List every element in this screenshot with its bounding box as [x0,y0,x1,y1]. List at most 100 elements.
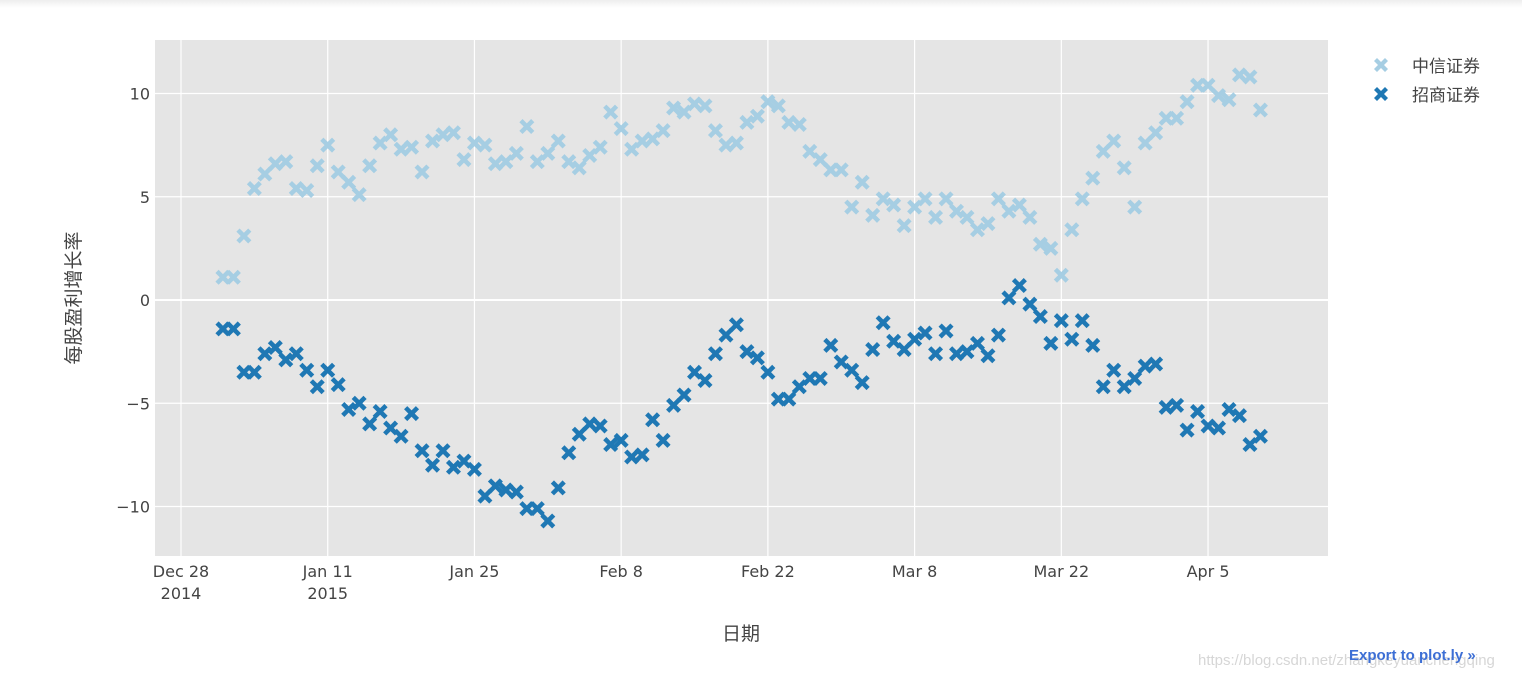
data-point-x-marker[interactable] [561,445,577,461]
data-point-x-marker[interactable] [1231,408,1247,424]
data-point-x-marker[interactable] [1127,370,1143,386]
data-point-x-marker[interactable] [225,269,241,285]
data-point-x-marker[interactable] [445,125,461,141]
data-point-x-marker[interactable] [1158,399,1174,415]
data-point-x-marker[interactable] [697,98,713,114]
data-point-x-marker[interactable] [1221,401,1237,417]
data-point-x-marker[interactable] [362,416,378,432]
data-point-x-marker[interactable] [1200,418,1216,434]
data-point-x-marker[interactable] [1169,397,1185,413]
data-point-x-marker[interactable] [309,379,325,395]
data-point-x-marker[interactable] [969,222,985,238]
data-point-x-marker[interactable] [1148,125,1164,141]
data-point-x-marker[interactable] [613,121,629,137]
data-point-x-marker[interactable] [781,114,797,130]
data-point-x-marker[interactable] [1127,199,1143,215]
data-point-x-marker[interactable] [728,135,744,151]
data-point-x-marker[interactable] [666,397,682,413]
data-point-x-marker[interactable] [1221,92,1237,108]
data-point-x-marker[interactable] [1064,331,1080,347]
data-point-x-marker[interactable] [571,426,587,442]
data-point-x-marker[interactable] [990,327,1006,343]
data-point-x-marker[interactable] [1032,236,1048,252]
data-point-x-marker[interactable] [687,96,703,112]
data-point-x-marker[interactable] [1032,309,1048,325]
data-point-x-marker[interactable] [435,127,451,143]
data-point-x-marker[interactable] [561,154,577,170]
data-point-x-marker[interactable] [435,443,451,459]
export-to-plotly-link[interactable]: Export to plot.ly » [1349,647,1476,664]
data-point-x-marker[interactable] [341,401,357,417]
data-point-x-marker[interactable] [1116,160,1132,176]
data-point-x-marker[interactable] [540,513,556,529]
data-point-x-marker[interactable] [414,443,430,459]
data-point-x-marker[interactable] [1043,240,1059,256]
data-point-x-marker[interactable] [1085,337,1101,353]
data-point-x-marker[interactable] [1043,335,1059,351]
data-point-x-marker[interactable] [393,141,409,157]
data-point-x-marker[interactable] [1169,110,1185,126]
data-point-x-marker[interactable] [718,327,734,343]
data-point-x-marker[interactable] [896,342,912,358]
data-point-x-marker[interactable] [739,344,755,360]
data-point-x-marker[interactable] [288,346,304,362]
data-point-x-marker[interactable] [236,228,252,244]
data-point-x-marker[interactable] [1074,313,1090,329]
data-point-x-marker[interactable] [1095,143,1111,159]
data-point-x-marker[interactable] [749,350,765,366]
data-point-x-marker[interactable] [466,461,482,477]
data-point-x-marker[interactable] [666,100,682,116]
data-point-x-marker[interactable] [1252,102,1268,118]
data-point-x-marker[interactable] [812,152,828,168]
data-point-x-marker[interactable] [613,432,629,448]
data-point-x-marker[interactable] [498,482,514,498]
data-point-x-marker[interactable] [854,174,870,190]
data-point-x-marker[interactable] [487,156,503,172]
data-point-x-marker[interactable] [917,191,933,207]
data-point-x-marker[interactable] [749,108,765,124]
data-point-x-marker[interactable] [550,480,566,496]
data-point-x-marker[interactable] [246,364,262,380]
data-point-x-marker[interactable] [592,418,608,434]
data-point-x-marker[interactable] [697,373,713,389]
data-point-x-marker[interactable] [330,164,346,180]
data-point-x-marker[interactable] [865,342,881,358]
data-point-x-marker[interactable] [225,321,241,337]
data-point-x-marker[interactable] [634,133,650,149]
data-point-x-marker[interactable] [519,119,535,135]
data-point-x-marker[interactable] [1231,67,1247,83]
data-point-x-marker[interactable] [959,209,975,225]
data-point-x-marker[interactable] [330,377,346,393]
data-point-x-marker[interactable] [288,180,304,196]
data-point-x-marker[interactable] [1106,362,1122,378]
data-point-x-marker[interactable] [466,135,482,151]
data-point-x-marker[interactable] [707,346,723,362]
data-point-x-marker[interactable] [1022,209,1038,225]
data-point-x-marker[interactable] [267,339,283,355]
data-point-x-marker[interactable] [760,94,776,110]
data-point-x-marker[interactable] [917,325,933,341]
data-point-x-marker[interactable] [823,337,839,353]
data-point-x-marker[interactable] [812,370,828,386]
data-point-x-marker[interactable] [320,362,336,378]
data-point-x-marker[interactable] [278,154,294,170]
data-point-x-marker[interactable] [362,158,378,174]
data-point-x-marker[interactable] [907,331,923,347]
data-point-x-marker[interactable] [550,133,566,149]
data-point-x-marker[interactable] [980,216,996,232]
data-point-x-marker[interactable] [1211,420,1227,436]
data-point-x-marker[interactable] [865,207,881,223]
data-point-x-marker[interactable] [896,218,912,234]
data-point-x-marker[interactable] [718,137,734,153]
data-point-x-marker[interactable] [425,457,441,473]
data-point-x-marker[interactable] [341,174,357,190]
data-point-x-marker[interactable] [949,203,965,219]
data-point-x-marker[interactable] [404,139,420,155]
data-point-x-marker[interactable] [1001,203,1017,219]
data-point-x-marker[interactable] [833,162,849,178]
data-point-x-marker[interactable] [655,123,671,139]
data-point-x-marker[interactable] [655,432,671,448]
data-point-x-marker[interactable] [969,335,985,351]
data-point-x-marker[interactable] [1106,133,1122,149]
data-point-x-marker[interactable] [728,317,744,333]
